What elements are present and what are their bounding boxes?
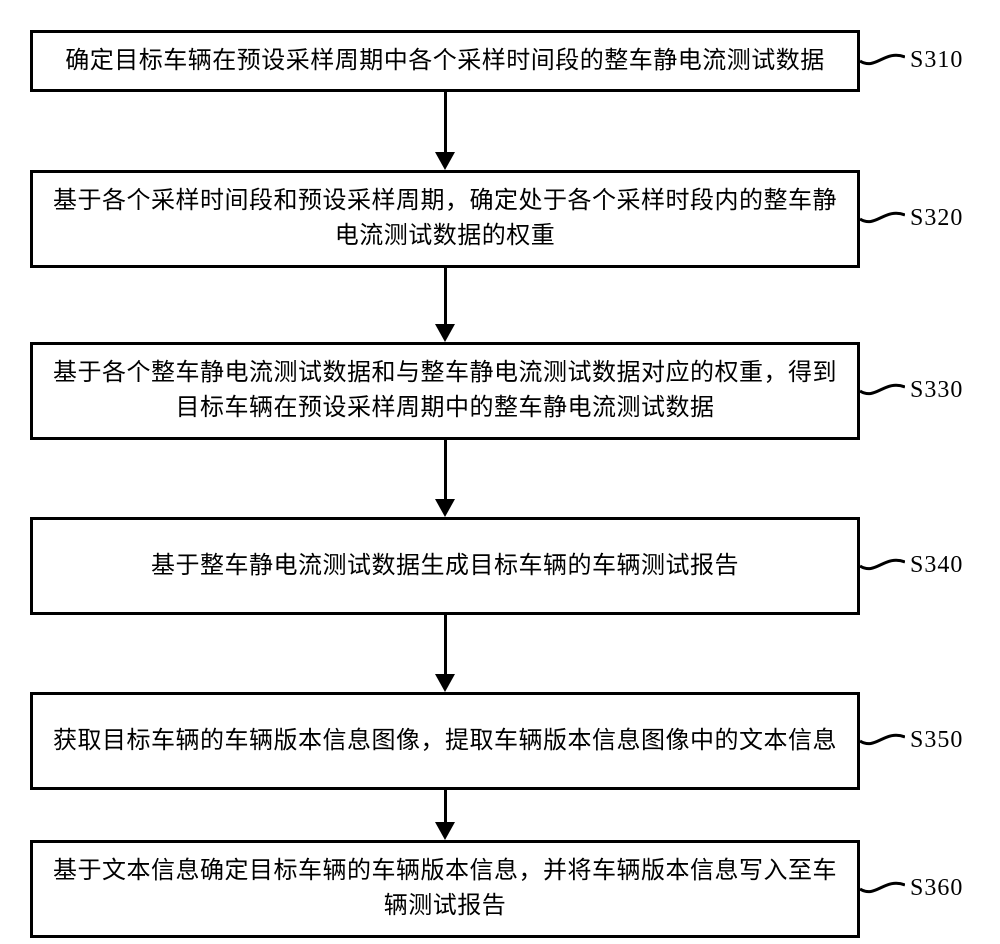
label-connector-S350 [860, 726, 905, 756]
step-label-S320: S320 [910, 205, 963, 232]
step-label-S360: S360 [910, 875, 963, 902]
step-text: 获取目标车辆的车辆版本信息图像，提取车辆版本信息图像中的文本信息 [53, 724, 837, 759]
flowchart-canvas: 确定目标车辆在预设采样周期中各个采样时间段的整车静电流测试数据 S310 基于各个采… [0, 0, 1000, 944]
flowchart-step-S330: 基于各个整车静电流测试数据和与整车静电流测试数据对应的权重，得到目标车辆在预设采… [30, 342, 860, 440]
flowchart-step-S320: 基于各个采样时间段和预设采样周期，确定处于各个采样时段内的整车静电流测试数据的权… [30, 170, 860, 268]
label-connector-S320 [860, 204, 905, 234]
flowchart-step-S340: 基于整车静电流测试数据生成目标车辆的车辆测试报告 [30, 517, 860, 615]
label-connector-S330 [860, 376, 905, 406]
arrow-line-0 [444, 92, 447, 154]
arrow-line-3 [444, 615, 447, 676]
arrow-line-4 [444, 790, 447, 824]
step-text: 基于整车静电流测试数据生成目标车辆的车辆测试报告 [151, 549, 739, 584]
step-label-S340: S340 [910, 552, 963, 579]
step-text: 基于各个采样时间段和预设采样周期，确定处于各个采样时段内的整车静电流测试数据的权… [45, 184, 845, 254]
step-label-S310: S310 [910, 47, 963, 74]
arrow-head-icon [435, 822, 455, 840]
step-text: 基于文本信息确定目标车辆的车辆版本信息，并将车辆版本信息写入至车辆测试报告 [45, 854, 845, 924]
arrow-head-icon [435, 499, 455, 517]
arrow-line-2 [444, 440, 447, 501]
flowchart-step-S360: 基于文本信息确定目标车辆的车辆版本信息，并将车辆版本信息写入至车辆测试报告 [30, 840, 860, 938]
arrow-head-icon [435, 674, 455, 692]
arrow-head-icon [435, 152, 455, 170]
step-label-S330: S330 [910, 377, 963, 404]
label-connector-S340 [860, 551, 905, 581]
arrow-line-1 [444, 268, 447, 326]
step-text: 基于各个整车静电流测试数据和与整车静电流测试数据对应的权重，得到目标车辆在预设采… [45, 356, 845, 426]
flowchart-step-S350: 获取目标车辆的车辆版本信息图像，提取车辆版本信息图像中的文本信息 [30, 692, 860, 790]
step-label-S350: S350 [910, 727, 963, 754]
label-connector-S310 [860, 46, 905, 76]
arrow-head-icon [435, 324, 455, 342]
label-connector-S360 [860, 874, 905, 904]
flowchart-step-S310: 确定目标车辆在预设采样周期中各个采样时间段的整车静电流测试数据 [30, 30, 860, 92]
step-text: 确定目标车辆在预设采样周期中各个采样时间段的整车静电流测试数据 [65, 44, 825, 79]
